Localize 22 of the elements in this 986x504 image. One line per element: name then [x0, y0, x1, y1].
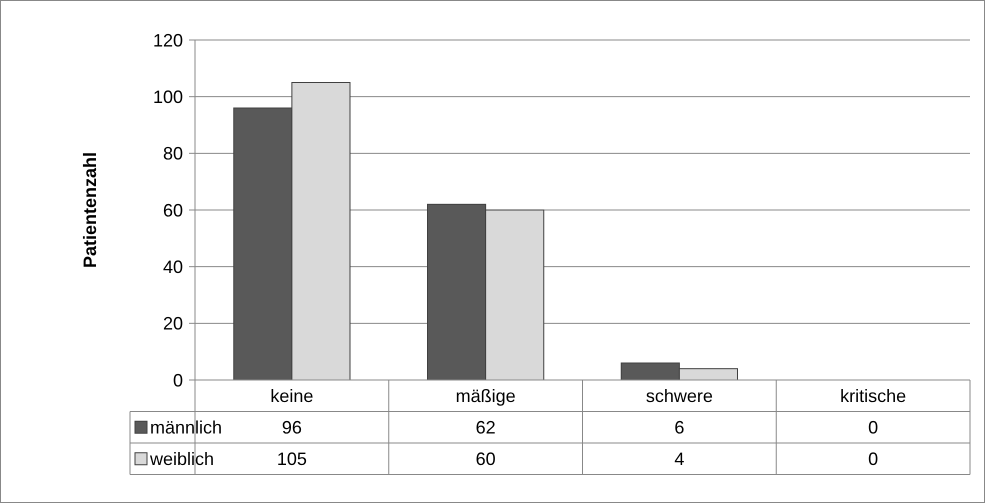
- y-tick-label: 20: [162, 314, 183, 334]
- x-tick-label: mäßige: [456, 386, 516, 406]
- y-tick-label: 80: [162, 144, 183, 164]
- data-label: 96: [282, 418, 302, 438]
- data-label: 60: [476, 449, 496, 470]
- data-label: 105: [276, 449, 307, 470]
- y-tick-label: 60: [162, 200, 183, 220]
- data-label: 0: [868, 449, 878, 470]
- x-tick-label: keine: [270, 386, 314, 406]
- data-label: 0: [868, 418, 878, 438]
- y-tick-label: 40: [162, 256, 183, 277]
- y-tick-label: 100: [152, 86, 183, 107]
- y-tick-label: 120: [152, 30, 183, 50]
- legend-label: weiblich: [149, 449, 214, 470]
- legend-label: männlich: [150, 418, 222, 438]
- data-label: 62: [476, 418, 496, 438]
- x-tick-label: schwere: [646, 386, 713, 406]
- x-tick-label: kritische: [840, 386, 906, 406]
- data-label: 6: [674, 418, 684, 438]
- y-tick-label: 0: [172, 370, 183, 390]
- data-label: 4: [674, 449, 684, 470]
- y-axis-title: Patientenzahl: [80, 152, 100, 268]
